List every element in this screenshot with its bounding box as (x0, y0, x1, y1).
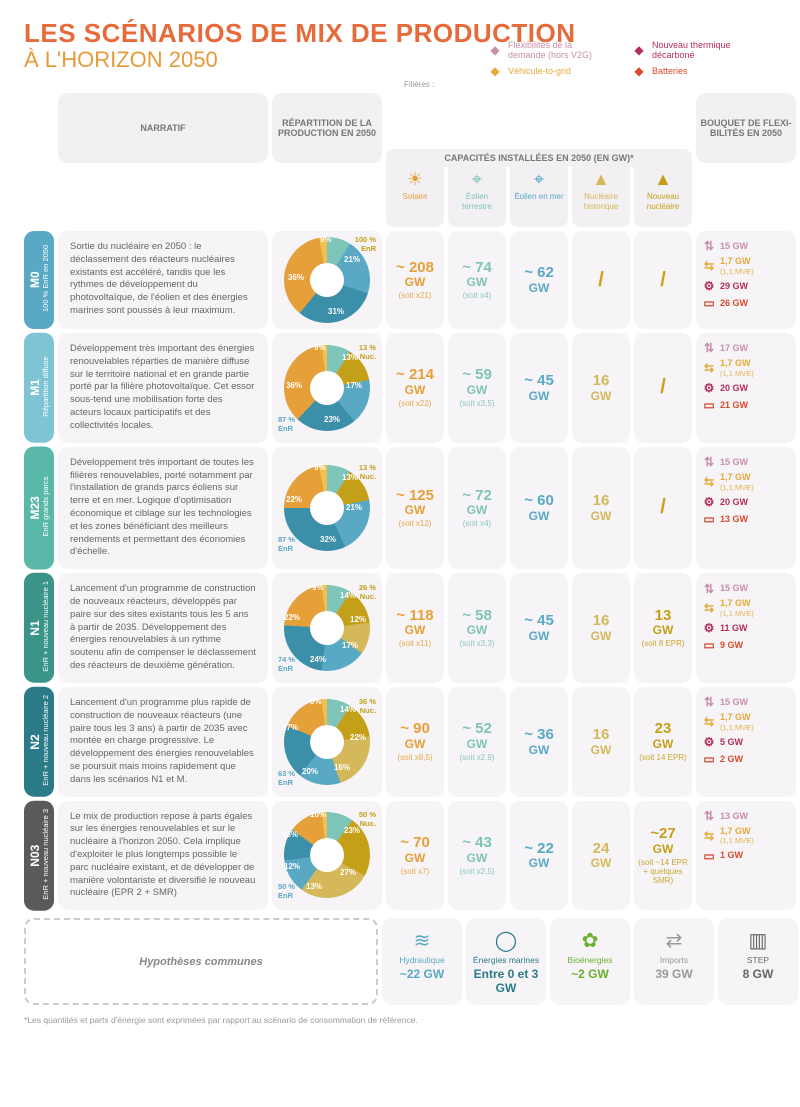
pie-chart: 10%23%27%13%12%13%50 %Nuc.50 %EnR (272, 801, 382, 911)
dem-icon: ⇅ (702, 456, 716, 470)
cap-eolien_terre: ~ 74GW(soit x4) (448, 231, 506, 329)
v2g-icon: ⇆ (702, 602, 716, 616)
cap-eolien_mer: ~ 45GW (510, 573, 568, 683)
flex-bouquet: ⇅15 GW⇆1,7 GW(1,1 MVE)⚙5 GW▭2 GW (696, 687, 796, 797)
col-repartition: RÉPARTITION DE LA PRODUCTION EN 2050 (272, 93, 382, 163)
col-narratif: NARRATIF (58, 93, 268, 163)
cap-col-solaire: ☀Solaire (386, 163, 444, 227)
pie-chart: 9%14%12%17%24%22%26 %Nuc.74 %EnR (272, 573, 382, 683)
scenario-tab-M23: M23EnR grands parcs (24, 447, 54, 570)
cap-eolien_terre: ~ 58GW(soit x3,3) (448, 573, 506, 683)
dem-icon: ⇅ (702, 342, 716, 356)
cap-solaire: ~ 208GW(soit x21) (386, 231, 444, 329)
pie-chart: 9%14%22%16%20%17%36 %Nuc.63 %EnR (272, 687, 382, 797)
scenario-tab-M0: M0100 % EnR en 2050 (24, 231, 54, 329)
pie-chart: 9%21%31%36%100 %EnR (272, 231, 382, 329)
cap-eolien_mer: ~ 62GW (510, 231, 568, 329)
cap-solaire: ~ 125GW(soit x12) (386, 447, 444, 570)
narrative: Lancement d'un programme de construction… (58, 573, 268, 683)
flex-bouquet: ⇅15 GW⇆1,7 GW(1,1 MVE)⚙20 GW▭13 GW (696, 447, 796, 570)
therm-icon: ⚙ (702, 622, 716, 636)
footer-Imports: ⇄Imports39 GW (634, 918, 714, 1005)
bat-icon: ▭ (702, 849, 716, 863)
dem-icon: ⇅ (702, 810, 716, 824)
narrative: Lancement d'un programme plus rapide de … (58, 687, 268, 797)
bat-icon: ▭ (702, 399, 716, 413)
cap-nuc_hist: 16GW (572, 687, 630, 797)
v2g-icon: ⇆ (702, 829, 716, 843)
cap-col-nuc_nouv: ▲Nouveau nucléaire (634, 163, 692, 227)
footer-Bioénergies: ✿Bioénergies~2 GW (550, 918, 630, 1005)
therm-icon: ⚙ (702, 495, 716, 509)
cap-eolien_mer: ~ 60GW (510, 447, 568, 570)
cap-solaire: ~ 118GW(soit x11) (386, 573, 444, 683)
flex-bouquet: ⇅15 GW⇆1,7 GW(1,1 MVE)⚙11 GW▭9 GW (696, 573, 796, 683)
cap-nuc_nouv: 23GW(soit 14 EPR) (634, 687, 692, 797)
cap-eolien_terre: ~ 59GW(soit x3,5) (448, 333, 506, 443)
col-bouquet: BOUQUET DE FLEXI-BILITÉS EN 2050 (696, 93, 796, 163)
cap-nuc_hist: / (572, 231, 630, 329)
cap-nuc_nouv: 13GW(soit 8 EPR) (634, 573, 692, 683)
flex-bouquet: ⇅13 GW⇆1,7 GW(1,1 MVE)▭1 GW (696, 801, 796, 911)
dem-icon: ⇅ (702, 582, 716, 596)
therm-icon: ⚙ (702, 382, 716, 396)
cap-nuc_hist: 24GW (572, 801, 630, 911)
v2g-icon: ⇆ (702, 716, 716, 730)
scenario-tab-M1: M1Répartition diffuse (24, 333, 54, 443)
scenario-tab-N1: N1EnR + nouveau nucléaire 1 (24, 573, 54, 683)
bat-icon: ▭ (702, 297, 716, 311)
v2g-icon: ⇆ (702, 476, 716, 490)
cap-eolien_mer: ~ 45GW (510, 333, 568, 443)
pie-chart: 9%13%17%23%36%13 %Nuc.87 %EnR (272, 333, 382, 443)
hypotheses-communes: Hypothèses communes (24, 918, 378, 1005)
therm-icon: ⚙ (702, 280, 716, 294)
legend-top: ◆Flexibilités de la demande (hors V2G)◆V… (488, 40, 752, 78)
dem-icon: ⇅ (702, 240, 716, 254)
cap-nuc_nouv: / (634, 231, 692, 329)
cap-eolien_terre: ~ 52GW(soit x2,9) (448, 687, 506, 797)
narrative: Développement très important des énergie… (58, 333, 268, 443)
flex-bouquet: ⇅17 GW⇆1,7 GW(1,1 MVE)⚙20 GW▭21 GW (696, 333, 796, 443)
bat-icon: ▭ (702, 753, 716, 767)
cap-eolien_mer: ~ 36GW (510, 687, 568, 797)
footer-Hydraulique: ≋Hydraulique~22 GW (382, 918, 462, 1005)
filieres-label: Filières : (404, 80, 434, 89)
scenario-tab-N2: N2EnR + nouveau nucléaire 2 (24, 687, 54, 797)
cap-col-eolien_terre: ⌖Éolien terrestre (448, 163, 506, 227)
cap-col-nuc_hist: ▲Nucléaire historique (572, 163, 630, 227)
cap-nuc_hist: 16GW (572, 447, 630, 570)
cap-solaire: ~ 90GW(soit x8,5) (386, 687, 444, 797)
bat-icon: ▭ (702, 639, 716, 653)
cap-nuc_hist: 16GW (572, 573, 630, 683)
cap-nuc_hist: 16GW (572, 333, 630, 443)
cap-nuc_nouv: / (634, 447, 692, 570)
v2g-icon: ⇆ (702, 260, 716, 274)
narrative: Sortie du nucléaire en 2050 : le déclass… (58, 231, 268, 329)
v2g-icon: ⇆ (702, 362, 716, 376)
footnote: *Les quantités et parts d'énergie sont e… (24, 1015, 776, 1025)
flex-bouquet: ⇅15 GW⇆1,7 GW(1,1 MVE)⚙29 GW▭26 GW (696, 231, 796, 329)
dem-icon: ⇅ (702, 696, 716, 710)
cap-solaire: ~ 70GW(soit x7) (386, 801, 444, 911)
cap-nuc_nouv: / (634, 333, 692, 443)
cap-eolien_terre: ~ 72GW(soit x4) (448, 447, 506, 570)
cap-nuc_nouv: ~27GW(soit ~14 EPR + quelques SMR) (634, 801, 692, 911)
pie-chart: 9%13%21%32%22%13 %Nuc.87 %EnR (272, 447, 382, 570)
cap-solaire: ~ 214GW(soit x22) (386, 333, 444, 443)
col-capacites-banner: CAPACITÉS INSTALLÉES EN 2050 (EN GW)* (386, 149, 692, 167)
footer-STEP: ▥STEP8 GW (718, 918, 798, 1005)
cap-eolien_terre: ~ 43GW(soit x2,5) (448, 801, 506, 911)
cap-eolien_mer: ~ 22GW (510, 801, 568, 911)
footer-Énergies marines: ◯Énergies marinesEntre 0 et 3 GW (466, 918, 546, 1005)
cap-col-eolien_mer: ⌖Éolien en mer (510, 163, 568, 227)
therm-icon: ⚙ (702, 736, 716, 750)
narrative: Développement très important de toutes l… (58, 447, 268, 570)
bat-icon: ▭ (702, 512, 716, 526)
narrative: Le mix de production repose à parts égal… (58, 801, 268, 911)
scenario-tab-N03: N03EnR + nouveau nucléaire 3 (24, 801, 54, 911)
